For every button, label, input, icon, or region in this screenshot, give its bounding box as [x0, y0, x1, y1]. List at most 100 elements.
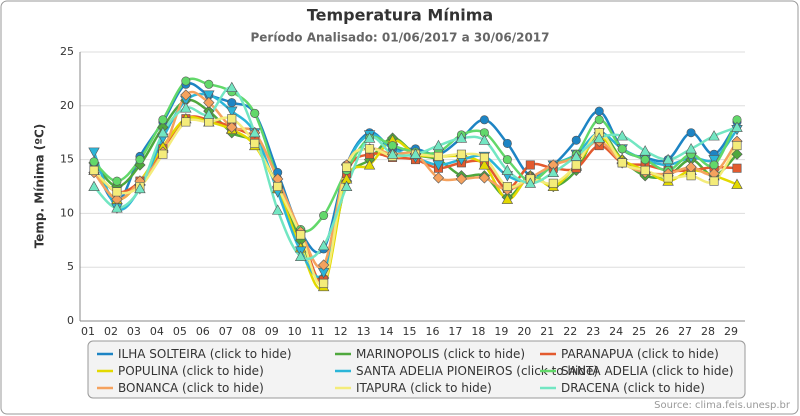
point: [685, 143, 697, 154]
x-tick-label: 21: [540, 325, 554, 338]
legend-label: DRACENA (click to hide): [561, 381, 705, 395]
point: [181, 76, 191, 86]
chart-title: Temperatura Mínima: [307, 6, 493, 25]
point: [203, 96, 215, 109]
point: [204, 79, 214, 89]
point: [272, 204, 284, 215]
legend-item[interactable]: PARANAPUA (click to hide): [540, 347, 719, 361]
point: [180, 89, 192, 101]
point: [732, 163, 742, 173]
point: [318, 259, 330, 271]
y-axis-title: Temp. Mínima (ºC): [33, 124, 47, 249]
point: [409, 148, 422, 159]
point: [433, 151, 443, 161]
x-tick-label: 01: [81, 325, 95, 338]
legend-label: BONANCA (click to hide): [118, 381, 264, 395]
legend-item[interactable]: MARINOPOLIS (click to hide): [335, 347, 525, 361]
point: [180, 102, 192, 113]
x-tick-label: 03: [127, 325, 141, 338]
legend-name: PARANAPUA: [561, 347, 634, 361]
legend-item[interactable]: ITAPURA (click to hide): [335, 381, 492, 395]
x-tick-label: 20: [517, 325, 531, 338]
x-tick-label: 26: [655, 325, 669, 338]
legend-hint: (click to hide): [210, 347, 292, 361]
x-tick-label: 07: [219, 325, 233, 338]
x-tick-label: 12: [334, 325, 348, 338]
point: [708, 155, 720, 166]
point: [294, 250, 307, 261]
point: [709, 160, 719, 170]
point: [501, 164, 514, 175]
point: [226, 81, 238, 93]
point: [525, 160, 535, 170]
x-tick-label: 18: [471, 325, 485, 338]
point: [731, 178, 743, 189]
x-tick-label: 04: [150, 325, 164, 338]
point: [226, 106, 238, 117]
point: [88, 147, 100, 158]
point: [501, 193, 514, 204]
legend-label: SANTA ADELIA PIONEIROS (click to hide): [356, 364, 598, 378]
legend-hint: (click to hide): [410, 381, 492, 395]
legend-item[interactable]: SANTA ADELIA PIONEIROS (click to hide): [335, 364, 598, 378]
x-tick-label: 05: [173, 325, 187, 338]
point: [478, 159, 491, 170]
point: [640, 165, 650, 175]
legend-item[interactable]: SANTA ADELIA (click to hide): [540, 364, 734, 378]
legend-label: ILHA SOLTEIRA (click to hide): [118, 347, 292, 361]
legend-item[interactable]: ILHA SOLTEIRA (click to hide): [97, 347, 292, 361]
legend-label: POPULINA (click to hide): [118, 364, 264, 378]
point: [89, 157, 99, 167]
point: [296, 230, 306, 240]
point: [662, 153, 674, 165]
x-tick-label: 28: [701, 325, 715, 338]
point: [663, 173, 673, 183]
point: [593, 132, 605, 143]
source: Source: clima.feis.unesp.br: [654, 400, 791, 411]
legend-item[interactable]: DRACENA (click to hide): [540, 381, 705, 395]
point: [617, 144, 627, 154]
point: [479, 115, 489, 125]
y-tick-label: 15: [60, 153, 74, 166]
legend-name: ILHA SOLTEIRA: [118, 347, 207, 361]
point: [134, 182, 146, 194]
point: [227, 114, 237, 124]
legend-label: MARINOPOLIS (click to hide): [356, 347, 525, 361]
x-tick-label: 19: [494, 325, 508, 338]
y-tick-label: 25: [60, 45, 74, 58]
x-tick-label: 23: [586, 325, 600, 338]
point: [342, 162, 352, 172]
point: [478, 134, 491, 145]
point: [432, 139, 445, 151]
point: [617, 158, 627, 168]
point: [386, 148, 399, 159]
point: [686, 171, 696, 181]
point: [708, 130, 720, 141]
y-tick-label: 0: [67, 314, 74, 327]
point: [203, 108, 215, 119]
point: [594, 106, 604, 116]
point: [731, 121, 743, 132]
point: [594, 115, 604, 125]
legend-hint: (click to hide): [182, 381, 264, 395]
point: [227, 98, 237, 108]
point: [89, 165, 99, 175]
legend-name: POPULINA: [118, 364, 179, 378]
point: [570, 150, 582, 161]
legend-hint: (click to hide): [637, 347, 719, 361]
legend-item[interactable]: BONANCA (click to hide): [97, 381, 264, 395]
x-tick-label: 25: [632, 325, 646, 338]
legend-hint: (click to hide): [443, 347, 525, 361]
point: [317, 239, 330, 251]
point: [158, 149, 168, 159]
point: [502, 155, 512, 165]
legend-hint: (click to hide): [182, 364, 264, 378]
legend-item[interactable]: POPULINA (click to hide): [97, 364, 264, 378]
x-tick-label: 10: [288, 325, 302, 338]
point: [502, 138, 512, 148]
point: [709, 176, 719, 186]
point: [181, 117, 191, 127]
point: [226, 121, 238, 133]
point: [135, 155, 145, 165]
point: [158, 115, 168, 125]
